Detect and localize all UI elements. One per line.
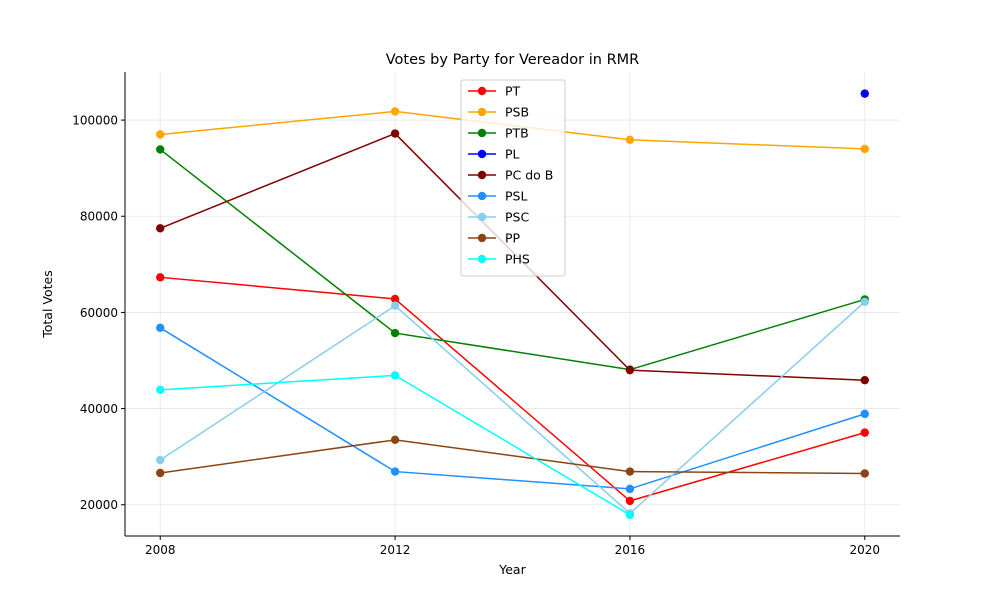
legend-box: [460, 79, 566, 277]
legend-marker-psl: [477, 191, 487, 201]
legend-marker-pp: [477, 233, 487, 243]
axes: 2008 2012 2016 2020 20000 40000 60000 80000 1000…: [72, 72, 900, 557]
series-line-pt: [160, 276, 865, 502]
data-point-psb: [625, 135, 635, 144]
legend-marker-pc-do-b: [477, 170, 487, 180]
data-point-psb: [390, 107, 400, 116]
data-point-pt: [390, 294, 400, 304]
data-point-pt: [625, 496, 635, 506]
legend-label-phs: PHS: [505, 252, 530, 267]
legend-marker-ptb: [477, 128, 487, 138]
data-point-pp: [625, 467, 635, 476]
data-point-pp: [390, 435, 400, 445]
y-axis-label: Total Votes: [40, 270, 55, 339]
y-tick-label: 100000: [72, 114, 118, 128]
data-point-psl: [625, 484, 635, 494]
series-line-ptb: [159, 148, 865, 371]
data-point-pc-do-b: [390, 129, 400, 138]
series-line-pp: [160, 439, 865, 475]
data-point-pp: [156, 468, 165, 478]
data-point-psl: [390, 467, 400, 476]
data-point-phs: [390, 371, 400, 380]
legend-marker-pl: [477, 149, 487, 159]
legend: PT PSB PTB PL PC do B PSL PSC PP PHS: [460, 79, 566, 277]
data-point-pc-do-b: [156, 224, 165, 233]
x-axis-label: Year: [498, 562, 526, 577]
legend-label-pc-do-b: PC do B: [505, 168, 553, 183]
legend-label-pp: PP: [505, 231, 521, 246]
y-tick-label: 20000: [80, 498, 118, 512]
data-point-ptb: [390, 328, 400, 338]
x-tick-label: 2012: [380, 543, 411, 557]
data-point-phs: [625, 510, 635, 520]
y-tick-label: 60000: [80, 306, 118, 320]
x-tick-label: 2016: [615, 543, 646, 557]
data-point-psb: [156, 130, 165, 139]
legend-marker-pt: [477, 86, 487, 96]
legend-marker-psb: [477, 107, 487, 117]
data-point-psb: [860, 144, 869, 154]
data-point-ptb: [156, 145, 165, 154]
legend-label-psc: PSC: [505, 210, 529, 225]
data-point-psc: [156, 455, 165, 465]
x-tick-label: 2020: [849, 543, 880, 557]
series-line-psl: [159, 327, 866, 490]
data-point-pl: [860, 89, 869, 98]
data-point-psc: [860, 297, 869, 307]
data-point-pp: [860, 469, 869, 478]
legend-label-pt: PT: [505, 84, 521, 99]
legend-marker-phs: [477, 254, 487, 264]
data-point-psl: [860, 409, 869, 419]
legend-marker-psc: [477, 212, 487, 222]
legend-label-pl: PL: [505, 147, 520, 162]
y-tick-label: 80000: [80, 210, 118, 224]
data-point-psc: [390, 301, 400, 310]
data-point-pc-do-b: [625, 365, 635, 375]
x-tick-label: 2008: [145, 543, 176, 557]
legend-label-ptb: PTB: [505, 126, 529, 141]
data-point-pt: [860, 428, 869, 437]
y-tick-label: 40000: [80, 402, 118, 416]
data-point-pc-do-b: [860, 376, 869, 385]
data-point-pt: [156, 273, 165, 282]
data-point-psl: [156, 323, 165, 333]
legend-label-psb: PSB: [505, 105, 529, 120]
data-point-phs: [156, 385, 165, 395]
legend-label-psl: PSL: [505, 189, 527, 204]
chart-title: Votes by Party for Vereador in RMR: [386, 52, 640, 68]
